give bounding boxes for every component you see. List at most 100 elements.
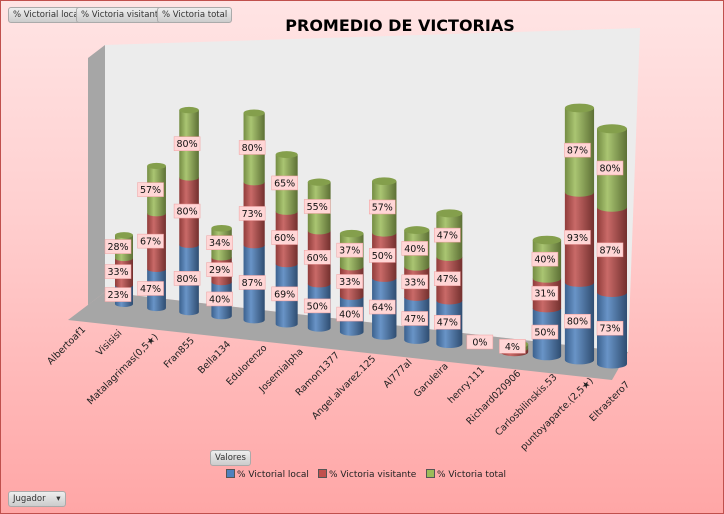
data-label-local: 80% [173,271,201,286]
data-label-text: 40% [404,244,425,255]
data-label-text: 60% [274,233,295,244]
data-label-text: 29% [209,265,230,276]
legend-item-total: % Victoria total [426,469,506,480]
data-label-local: 23% [104,287,132,302]
x-tick-label: Garuleira [412,361,451,400]
data-label-visitante: 31% [531,285,559,301]
data-label-text: 47% [437,231,458,242]
bar-top-cap [211,224,232,232]
bar-top-cap [115,232,133,239]
data-label-text: 87% [599,245,620,256]
data-label-text: 33% [107,267,128,278]
data-label-total: 87% [564,142,591,158]
data-label-text: 55% [307,202,328,213]
x-tick-label: Fran855 [162,335,197,370]
data-label-total: 80% [238,140,266,155]
data-label-text: 50% [534,328,555,339]
legend-label: % Victoria total [437,470,507,480]
data-label-local: 87% [238,275,266,290]
data-label-total: 28% [104,239,132,254]
legend-swatch [226,469,235,478]
valores-field-button[interactable]: Valores [210,450,251,466]
data-label-visitante: 93% [564,230,591,245]
data-label-text: 23% [107,290,128,301]
bar-top-cap [243,109,265,117]
bar-top-cap [532,235,562,245]
data-label-total: 55% [303,199,331,214]
x-tick-label: Visisisi [94,328,124,358]
data-label-local: 0% [466,334,494,350]
data-label-total: 80% [596,160,624,176]
data-label-text: 40% [339,310,360,321]
data-label-total: 80% [173,136,201,151]
data-label-local: 50% [531,324,559,340]
bar-top-cap [404,226,430,234]
legend-swatch [318,469,327,478]
data-label-total: 40% [531,251,559,267]
data-label-text: 47% [437,318,458,329]
data-label-text: 80% [567,317,588,328]
data-label-total: 37% [336,242,363,258]
bar-top-cap [147,162,166,170]
data-label-text: 37% [339,246,360,257]
data-label-text: 47% [140,284,161,295]
data-label-text: 40% [534,255,555,266]
data-label-local: 47% [434,314,461,330]
side-wall [88,45,105,305]
data-label-visitante: 33% [401,274,429,290]
floor [68,292,628,380]
data-label-text: 33% [404,277,425,288]
x-tick-label: Albertoaf1 [45,324,88,367]
data-label-text: 87% [567,146,588,157]
data-label-text: 50% [307,301,328,312]
data-label-local: 40% [206,291,233,307]
data-label-text: 4% [505,342,520,353]
data-label-text: 40% [209,294,230,305]
data-label-text: 65% [274,178,295,189]
data-label-text: 0% [472,338,487,349]
bar-top-cap [307,178,331,186]
field-button-victoria-total[interactable]: % Victoria total [157,7,233,23]
bar-top-cap [436,209,463,218]
data-label-text: 80% [599,164,620,175]
data-label-local: 40% [336,306,363,322]
data-label-text: 80% [242,143,263,154]
data-label-total: 57% [369,199,396,215]
data-label-total: 40% [401,241,429,256]
bar-top-cap [372,177,397,185]
data-label-text: 47% [404,314,425,325]
data-label-text: 64% [372,303,393,314]
data-label-visitante: 29% [206,262,233,277]
data-label-text: 87% [242,278,263,289]
data-label-text: 57% [140,185,161,196]
data-label-local: 73% [596,320,624,336]
data-label-text: 57% [372,202,393,213]
data-label-visitante: 80% [173,203,201,219]
data-label-visitante: 60% [271,230,298,245]
data-label-local: 64% [369,299,396,315]
legend-label: % Victorial local [237,470,309,480]
data-label-text: 80% [177,274,198,285]
jugador-filter-dropdown[interactable]: Jugador ▾ [8,491,66,507]
data-label-total: 47% [434,227,461,243]
data-label-local: 47% [137,281,164,296]
data-label-text: 73% [599,324,620,335]
data-label-total: 65% [271,175,298,191]
legend-label: % Victoria visitante [329,470,417,480]
bar-top-cap [597,124,627,134]
data-label-visitante: 60% [303,250,331,265]
data-label-text: 73% [242,209,263,220]
x-tick-label: Eltrastero7 [587,379,632,424]
data-label-visitante: 50% [369,248,396,263]
x-tick-label: Matalagrimas(0,5★) [85,332,160,407]
legend-item-local: % Victorial local [226,469,309,480]
data-label-text: 60% [307,253,328,264]
data-label-text: 34% [209,238,230,249]
data-label-text: 28% [107,242,128,253]
bar-top-cap [339,229,364,238]
data-label-text: 31% [534,289,555,300]
bar-top-cap [179,106,199,114]
x-tick-label: Al777al [381,357,414,390]
x-tick-label: henry.111 [446,365,487,406]
